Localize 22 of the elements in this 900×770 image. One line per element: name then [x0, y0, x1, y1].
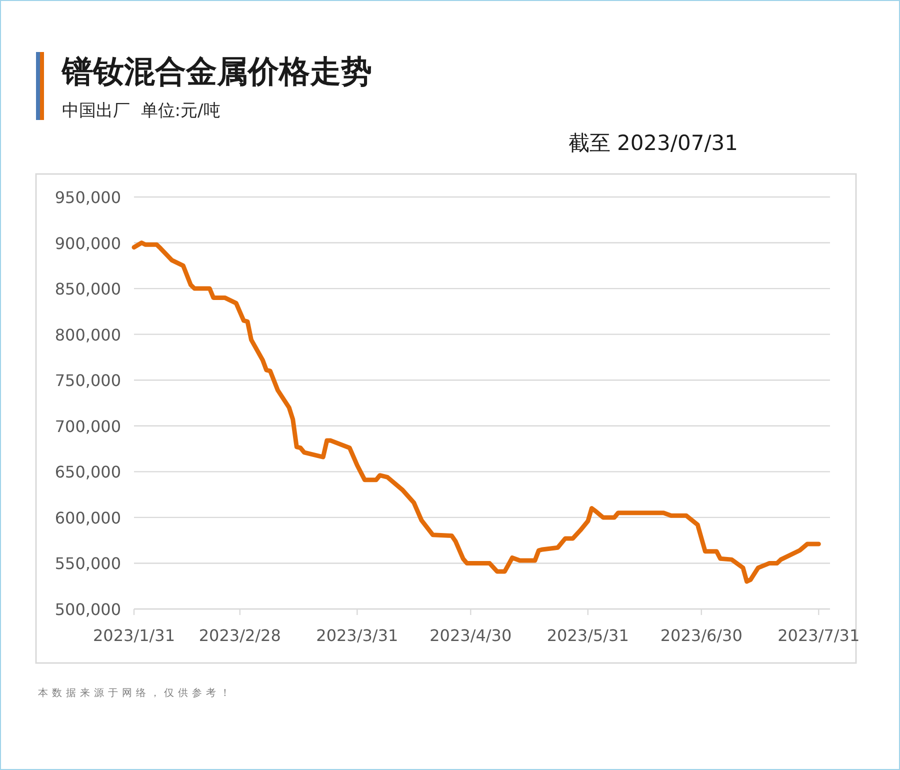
chart-title: 镨钕混合金属价格走势	[61, 54, 372, 90]
chart-subtitle: 中国出厂 单位:元/吨	[62, 101, 220, 121]
y-tick-label: 600,000	[54, 508, 121, 528]
y-tick-label: 950,000	[54, 188, 121, 207]
y-tick-label: 800,000	[54, 325, 121, 344]
text: 截至 2023/07/31	[568, 131, 738, 155]
line-series	[132, 240, 821, 584]
y-tick-label: 500,000	[54, 600, 121, 619]
y-tick-label: 750,000	[54, 371, 121, 390]
y-tick-label: 850,000	[54, 280, 121, 299]
x-tick-label: 2023/4/30	[430, 626, 512, 645]
x-tick-label: 2023/5/31	[546, 626, 629, 645]
x-tick-label: 2023/7/31	[778, 626, 860, 645]
x-tick-label: 2023/6/30	[660, 626, 742, 645]
text: 本数据来源于网络，仅供参考！	[38, 687, 234, 699]
y-tick-label: 550,000	[54, 554, 121, 574]
x-tick-label: 2023/3/31	[316, 626, 398, 645]
y-tick-label: 900,000	[54, 234, 121, 253]
y-tick-label: 700,000	[54, 416, 121, 436]
x-tick-label: 2023/2/28	[198, 626, 281, 645]
x-tick-label: 2023/1/31	[92, 626, 176, 645]
y-tick-label: 650,000	[54, 462, 121, 482]
